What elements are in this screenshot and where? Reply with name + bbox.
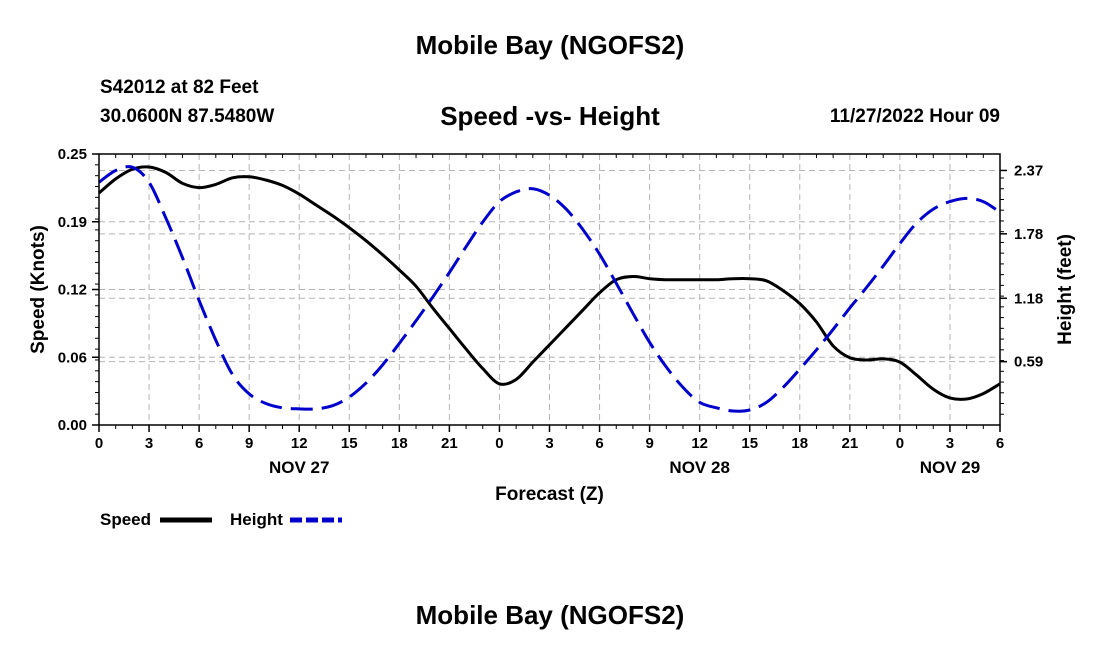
y-left-tick-label: 0.06 — [58, 349, 87, 366]
x-tick-label: 18 — [391, 435, 408, 452]
station-label: S42012 at 82 Feet — [100, 77, 259, 98]
x-tick-label: 6 — [595, 435, 603, 452]
y-left-tick-label: 0.19 — [58, 214, 87, 231]
x-tick-label: 12 — [291, 435, 308, 452]
chart-title: Mobile Bay (NGOFS2) — [415, 30, 685, 60]
y-right-tick-label: 1.78 — [1014, 226, 1043, 243]
footer-title: Mobile Bay (NGOFS2) — [415, 600, 685, 630]
y-left-tick-label: 0.00 — [58, 417, 87, 434]
x-tick-label: 12 — [691, 435, 708, 452]
x-axis-title: Forecast (Z) — [495, 484, 604, 505]
chart-subtitle: Speed -vs- Height — [440, 101, 660, 131]
y-right-tick-label: 0.59 — [1014, 354, 1043, 371]
date-label: NOV 27 — [269, 458, 329, 477]
y-left-tick-label: 0.25 — [58, 146, 87, 163]
x-tick-label: 0 — [896, 435, 904, 452]
y-right-tick-label: 2.37 — [1014, 162, 1043, 179]
x-tick-label: 15 — [341, 435, 358, 452]
date-label: NOV 29 — [920, 458, 980, 477]
date-label: NOV 28 — [669, 458, 729, 477]
legend-label-height: Height — [230, 510, 283, 529]
axis-labels: Forecast (Z) Speed (Knots) Height (feet)… — [28, 146, 1076, 505]
y-left-tick-label: 0.12 — [58, 282, 87, 299]
y-right-tick-label: 1.18 — [1014, 290, 1043, 307]
x-tick-label: 9 — [645, 435, 653, 452]
legend-label-speed: Speed — [100, 510, 151, 529]
x-tick-label: 15 — [741, 435, 758, 452]
x-tick-label: 18 — [791, 435, 808, 452]
x-tick-label: 21 — [841, 435, 858, 452]
timestamp-label: 11/27/2022 Hour 09 — [829, 106, 1000, 127]
x-tick-label: 3 — [946, 435, 954, 452]
coordinates-label: 30.0600N 87.5480W — [100, 106, 275, 127]
series-lines — [98, 165, 1001, 413]
axis-ticks — [92, 153, 1007, 432]
y-axis-left-title: Speed (Knots) — [28, 225, 49, 354]
speed-series-line — [98, 165, 1001, 401]
x-tick-label: 6 — [996, 435, 1004, 452]
x-tick-label: 0 — [95, 435, 103, 452]
legend: Speed Height — [100, 510, 342, 529]
x-tick-label: 9 — [245, 435, 253, 452]
x-tick-label: 3 — [545, 435, 553, 452]
height-series-line — [98, 165, 1001, 413]
x-tick-label: 3 — [145, 435, 153, 452]
x-tick-label: 21 — [441, 435, 458, 452]
x-tick-label: 6 — [195, 435, 203, 452]
x-tick-label: 0 — [495, 435, 503, 452]
y-axis-right-title: Height (feet) — [1055, 234, 1076, 345]
